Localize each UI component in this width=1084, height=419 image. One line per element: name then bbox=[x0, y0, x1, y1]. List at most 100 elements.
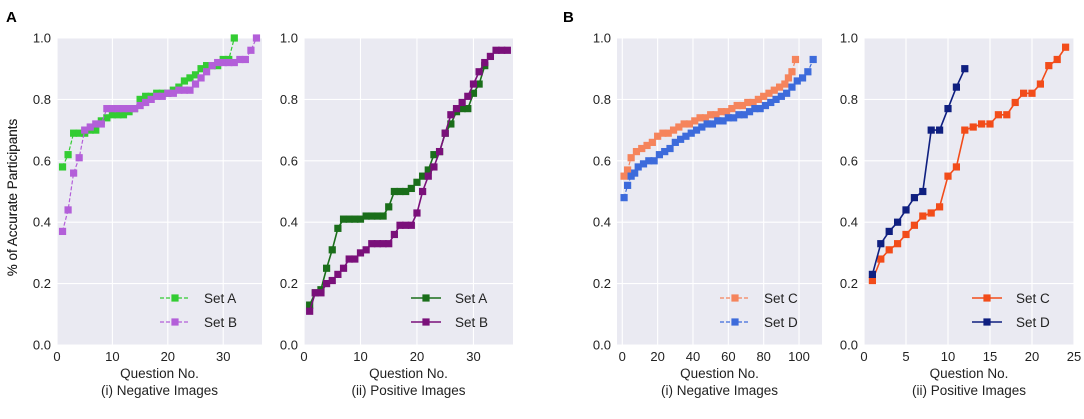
data-point bbox=[339, 215, 348, 223]
data-point bbox=[730, 114, 738, 122]
data-point bbox=[927, 209, 935, 217]
data-point bbox=[775, 83, 784, 91]
data-point bbox=[407, 184, 415, 193]
data-point bbox=[877, 255, 885, 263]
data-point bbox=[724, 114, 732, 122]
data-point bbox=[385, 240, 393, 248]
plot-background bbox=[864, 38, 1074, 345]
data-point bbox=[373, 240, 382, 248]
data-point bbox=[368, 212, 376, 220]
data-point bbox=[978, 120, 986, 128]
plot-background bbox=[57, 38, 262, 345]
data-point bbox=[402, 187, 410, 196]
data-point bbox=[208, 62, 216, 70]
legend-label: Set B bbox=[455, 315, 488, 330]
legend-label: Set A bbox=[204, 291, 236, 306]
data-point bbox=[334, 270, 342, 278]
data-point bbox=[885, 227, 893, 236]
x-tick-label: 100 bbox=[788, 349, 810, 364]
y-tick-label: 0.4 bbox=[840, 215, 858, 230]
data-point bbox=[692, 126, 701, 134]
legend-marker bbox=[422, 318, 430, 326]
data-point bbox=[390, 230, 398, 239]
y-tick-label: 0.6 bbox=[280, 153, 298, 168]
y-tick-label: 0.2 bbox=[280, 276, 298, 291]
legend-label: Set D bbox=[1016, 315, 1050, 330]
data-point bbox=[645, 157, 653, 165]
data-point bbox=[385, 203, 393, 211]
data-point bbox=[877, 240, 885, 248]
data-point bbox=[627, 154, 635, 162]
data-point bbox=[424, 172, 432, 180]
data-point bbox=[784, 74, 793, 82]
data-point bbox=[180, 86, 189, 94]
data-point bbox=[119, 111, 128, 119]
data-point bbox=[728, 105, 736, 113]
y-axis-title: % of Accurate Participants bbox=[5, 118, 20, 276]
data-point bbox=[158, 92, 166, 100]
x-tick-label: 5 bbox=[902, 349, 909, 364]
data-point bbox=[902, 206, 910, 214]
data-point bbox=[969, 123, 977, 131]
data-point bbox=[809, 55, 817, 64]
data-point bbox=[475, 68, 483, 76]
data-point bbox=[661, 147, 669, 156]
data-point bbox=[754, 95, 762, 103]
x-tick-label: 60 bbox=[721, 349, 735, 364]
y-tick-label: 0.8 bbox=[33, 92, 51, 107]
legend: Set A Set B bbox=[160, 291, 237, 330]
data-point bbox=[986, 120, 994, 128]
legend-marker bbox=[422, 294, 430, 302]
data-point bbox=[936, 126, 944, 134]
data-point bbox=[469, 80, 478, 88]
data-point bbox=[225, 58, 233, 67]
data-point bbox=[994, 111, 1002, 119]
data-point bbox=[751, 105, 759, 113]
data-point bbox=[761, 101, 770, 110]
data-point bbox=[664, 129, 672, 137]
data-point bbox=[396, 221, 404, 229]
x-axis-title: Question No. bbox=[369, 366, 448, 381]
data-point bbox=[659, 129, 667, 137]
data-point bbox=[735, 111, 743, 119]
data-point bbox=[772, 95, 780, 103]
data-point bbox=[944, 105, 952, 113]
data-point bbox=[169, 89, 177, 97]
data-point bbox=[620, 172, 628, 180]
data-point bbox=[447, 120, 455, 128]
data-point bbox=[749, 98, 757, 107]
data-point bbox=[691, 117, 699, 125]
data-point bbox=[108, 105, 117, 113]
data-point bbox=[356, 215, 365, 223]
data-point bbox=[142, 98, 150, 107]
x-tick-label: 0 bbox=[860, 349, 867, 364]
data-point bbox=[70, 169, 78, 177]
data-point bbox=[632, 147, 641, 156]
y-tick-label: 0.0 bbox=[33, 338, 51, 353]
data-point bbox=[407, 221, 415, 229]
data-point bbox=[708, 120, 717, 128]
y-tick-label: 0.8 bbox=[593, 92, 611, 107]
chart-1: 0.0 0.2 0.4 0.6 0.8 1.0 0 10 20 30 Question No. (i)… bbox=[5, 31, 262, 398]
data-point bbox=[952, 83, 960, 91]
data-point bbox=[241, 55, 249, 64]
x-tick-label: 0 bbox=[300, 349, 307, 364]
data-point bbox=[793, 77, 801, 85]
x-tick-label: 40 bbox=[686, 349, 700, 364]
x-tick-label: 10 bbox=[353, 349, 367, 364]
data-point bbox=[390, 187, 398, 196]
data-point bbox=[655, 151, 664, 159]
series-set-c bbox=[620, 55, 800, 180]
data-point bbox=[643, 141, 651, 150]
x-axis-title: Question No. bbox=[680, 366, 759, 381]
data-point bbox=[638, 144, 646, 153]
legend: Set C Set D bbox=[972, 291, 1050, 330]
data-point bbox=[631, 169, 639, 177]
data-point bbox=[682, 132, 690, 140]
data-point bbox=[481, 58, 489, 67]
data-point bbox=[103, 114, 111, 122]
data-point bbox=[86, 123, 94, 131]
y-tick-label: 1.0 bbox=[33, 31, 51, 46]
x-tick-label: 20 bbox=[650, 349, 664, 364]
data-point bbox=[458, 98, 466, 107]
